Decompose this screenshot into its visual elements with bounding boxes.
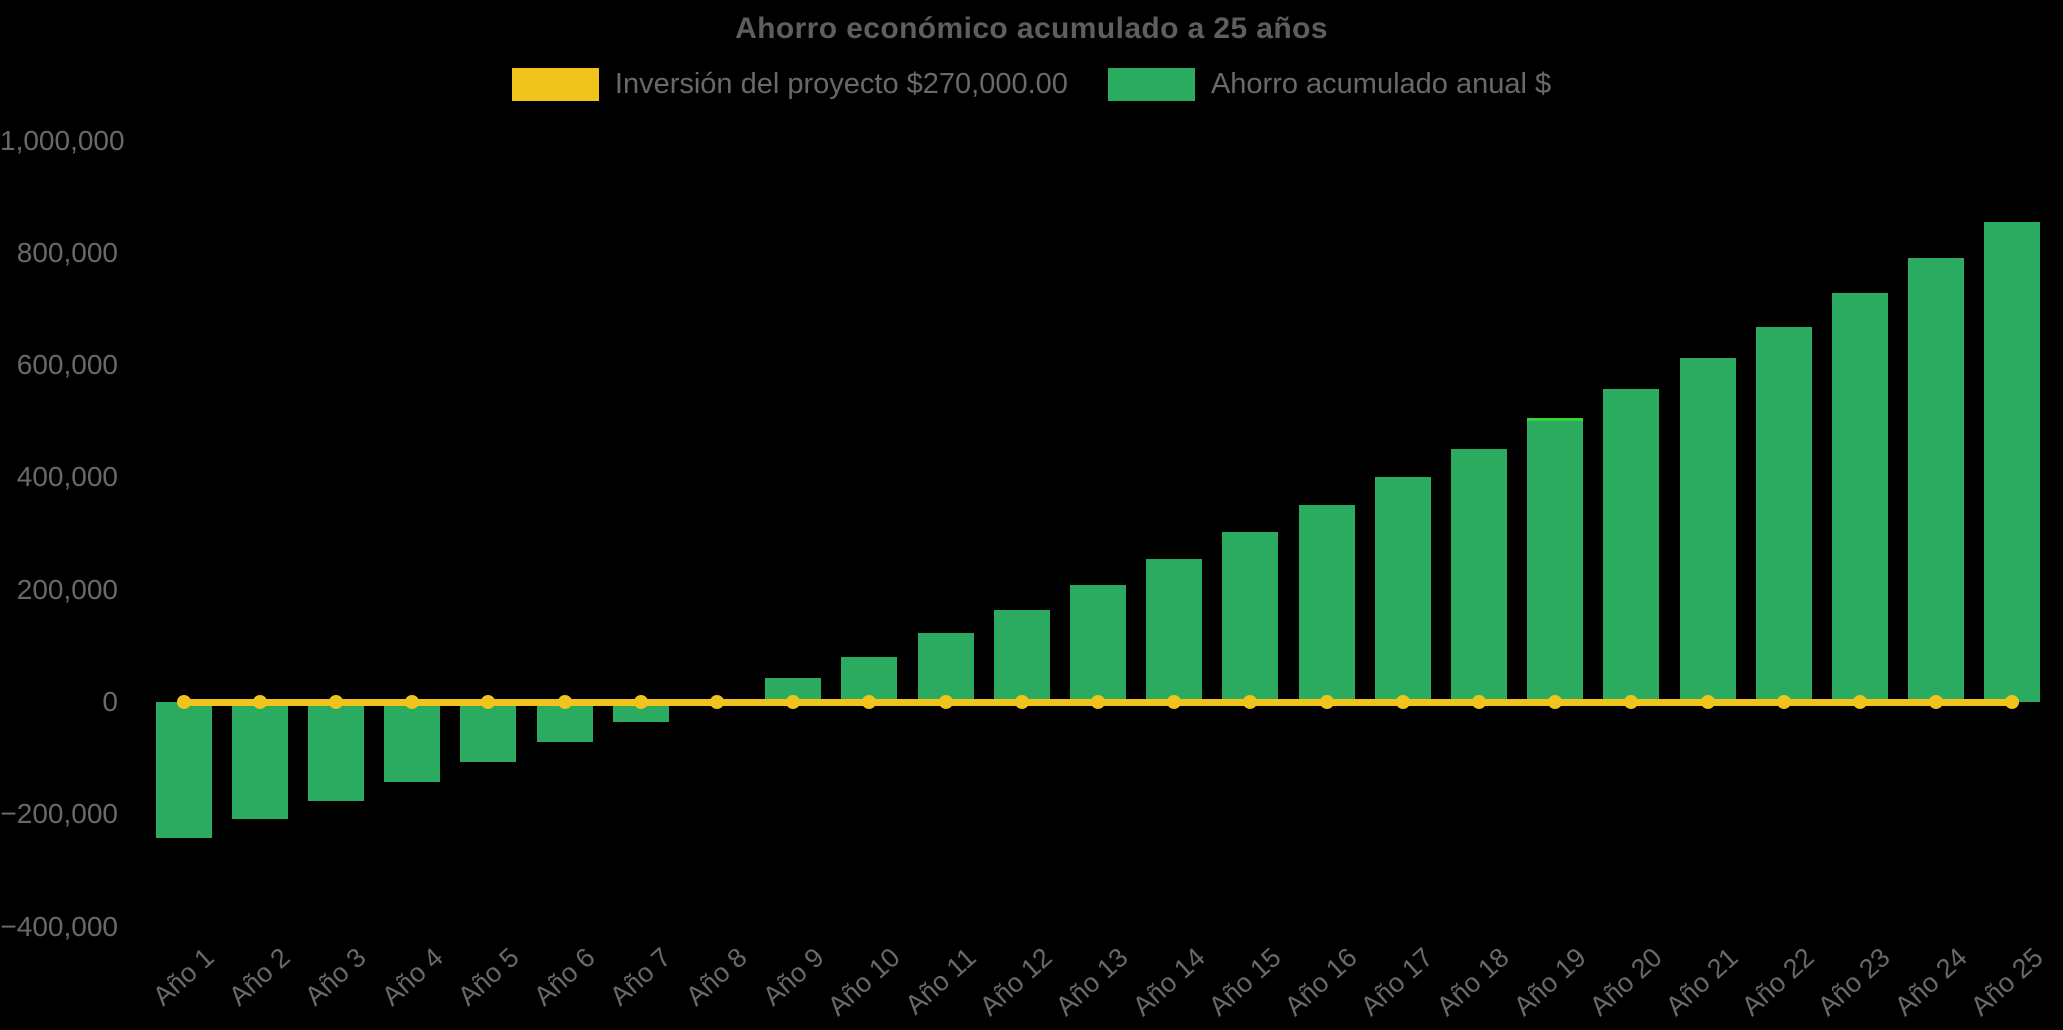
line-point[interactable]	[1852, 695, 1867, 709]
line-point[interactable]	[328, 695, 343, 709]
x-axis-label: Año 24	[1888, 942, 1973, 1022]
bar[interactable]	[155, 702, 212, 838]
line-point[interactable]	[2005, 695, 2020, 709]
x-axis-label: Año 19	[1507, 942, 1592, 1022]
x-axis-label: Año 18	[1431, 942, 1515, 1022]
bar[interactable]	[917, 633, 974, 702]
y-axis-tick-label: 800,000	[16, 236, 118, 268]
line-point[interactable]	[709, 695, 724, 709]
x-axis-label: Año 20	[1583, 942, 1668, 1022]
line-point[interactable]	[1929, 695, 1944, 709]
bar[interactable]	[612, 702, 669, 722]
bar[interactable]	[1908, 258, 1965, 702]
bar[interactable]	[1298, 504, 1355, 702]
x-axis-label: Año 2	[223, 942, 296, 1012]
bar[interactable]	[841, 656, 898, 702]
y-axis-tick-label: 0	[102, 686, 118, 717]
bar[interactable]	[1984, 222, 2041, 702]
x-axis-label: Año 11	[899, 942, 982, 1021]
legend-item-bar[interactable]: Ahorro acumulado anual $	[1107, 68, 1552, 101]
line-point[interactable]	[1395, 695, 1410, 709]
legend-label: Ahorro acumulado anual $	[1210, 68, 1552, 100]
bar[interactable]	[1755, 327, 1812, 702]
line-point[interactable]	[1624, 695, 1639, 709]
y-axis-tick-label: −400,000	[0, 910, 118, 942]
line-point[interactable]	[1167, 695, 1182, 709]
bar[interactable]	[765, 678, 822, 702]
legend-swatch-line	[511, 68, 599, 101]
line-point[interactable]	[938, 695, 953, 709]
line-point[interactable]	[1700, 695, 1715, 709]
x-axis-label: Año 13	[1050, 942, 1134, 1022]
x-axis-label: Año 17	[1355, 942, 1439, 1022]
x-axis-label: Año 6	[528, 942, 601, 1012]
x-axis-label: Año 14	[1126, 942, 1211, 1022]
x-axis-label: Año 4	[375, 942, 449, 1012]
x-axis-label: Año 8	[680, 942, 753, 1012]
chart-title: Ahorro económico acumulado a 25 años	[735, 12, 1328, 45]
line-point[interactable]	[252, 695, 267, 709]
bar[interactable]	[1374, 477, 1431, 702]
bar[interactable]	[1222, 531, 1279, 702]
y-axis-tick-label: 1,000,000	[0, 124, 125, 156]
line-point[interactable]	[1548, 695, 1563, 709]
x-axis-label: Año 25	[1964, 942, 2049, 1022]
line-point[interactable]	[1776, 695, 1791, 709]
x-axis-label: Año 10	[821, 942, 906, 1022]
x-axis-label: Año 12	[974, 942, 1058, 1022]
x-axis-label: Año 16	[1278, 942, 1363, 1022]
x-axis-label: Año 1	[147, 942, 220, 1012]
bar[interactable]	[1603, 389, 1660, 702]
line-point[interactable]	[1014, 695, 1029, 709]
x-axis-label: Año 15	[1202, 942, 1287, 1022]
x-axis-label: Año 9	[756, 942, 830, 1012]
x-axis-label: Año 23	[1812, 942, 1896, 1022]
line-point[interactable]	[862, 695, 877, 709]
y-axis-tick-label: 600,000	[16, 349, 118, 381]
line-point[interactable]	[633, 695, 648, 709]
bar[interactable]	[384, 702, 441, 783]
legend-item-line[interactable]: Inversión del proyecto $270,000.00	[511, 68, 1068, 101]
bar[interactable]	[993, 609, 1050, 702]
bar[interactable]	[1679, 357, 1736, 702]
y-axis-tick-label: 400,000	[16, 461, 118, 493]
line-point[interactable]	[1319, 695, 1334, 709]
line-point[interactable]	[481, 695, 496, 709]
line-point[interactable]	[405, 695, 420, 709]
x-axis-label: Año 7	[604, 942, 677, 1012]
bar[interactable]	[1069, 585, 1126, 702]
line-point[interactable]	[1090, 695, 1105, 709]
x-axis-label: Año 3	[299, 942, 372, 1012]
legend: Inversión del proyecto $270,000.00 Ahorro…	[0, 68, 2063, 101]
x-axis-label: Año 21	[1659, 942, 1744, 1022]
x-axis-label: Año 22	[1736, 942, 1820, 1022]
legend-swatch-bar	[1107, 68, 1195, 101]
bar[interactable]	[231, 702, 288, 820]
line-point[interactable]	[786, 695, 801, 709]
x-axis-label: Año 5	[451, 942, 525, 1012]
bar[interactable]	[460, 702, 517, 763]
line-point[interactable]	[1471, 695, 1486, 709]
bar[interactable]	[307, 702, 364, 802]
legend-label: Inversión del proyecto $270,000.00	[614, 68, 1068, 100]
line-point[interactable]	[176, 695, 191, 709]
y-axis-tick-label: 200,000	[16, 573, 118, 605]
bar[interactable]	[1831, 293, 1888, 702]
bar[interactable]	[1146, 558, 1203, 702]
bar[interactable]	[1527, 417, 1584, 702]
y-axis-tick-label: −200,000	[0, 798, 118, 830]
line-point[interactable]	[557, 695, 572, 709]
bar[interactable]	[1450, 449, 1507, 702]
line-point[interactable]	[1243, 695, 1258, 709]
